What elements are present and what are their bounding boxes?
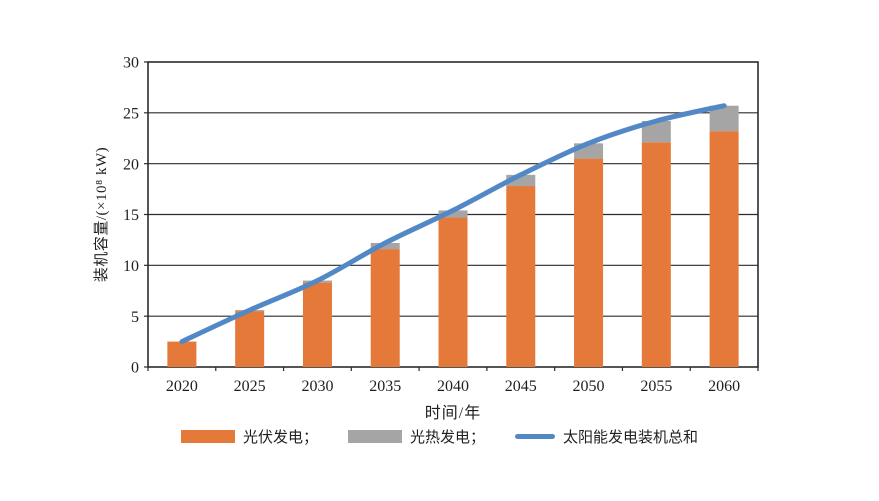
y-tick-label: 15	[123, 207, 139, 224]
legend-label-pv: 光伏发电；	[242, 430, 318, 446]
y-tick-label: 5	[131, 309, 139, 326]
x-category-label: 2030	[301, 378, 333, 395]
bar-pv	[506, 186, 536, 367]
y-axis-title: 装机容量/(×10⁸ kW)	[94, 146, 111, 283]
x-category-label: 2050	[573, 378, 605, 395]
bar-pv	[641, 142, 671, 367]
legend-label-total: 太阳能发电装机总和	[563, 430, 699, 446]
x-category-label: 2045	[505, 378, 537, 395]
y-tick-label: 25	[123, 105, 139, 122]
bar-pv	[167, 341, 197, 367]
total-line-swatch-icon	[515, 434, 555, 439]
x-category-label: 2025	[234, 378, 266, 395]
bar-pv	[302, 282, 332, 367]
x-category-label: 2040	[437, 378, 469, 395]
y-axis-title-box: 装机容量/(×10⁸ kW)	[84, 62, 118, 367]
y-tick-label: 30	[123, 55, 139, 72]
chart-legend: 光伏发电； 光热发电； 太阳能发电装机总和	[0, 426, 879, 447]
legend-item-total: 太阳能发电装机总和	[515, 426, 698, 447]
bar-pv	[709, 131, 739, 367]
total-line	[179, 103, 727, 345]
bar-csp	[506, 174, 536, 187]
legend-item-pv: 光伏发电；	[180, 426, 318, 447]
y-tick-label: 10	[123, 258, 139, 275]
x-category-label: 2055	[640, 378, 672, 395]
bar-pv	[574, 158, 604, 367]
pv-bar-swatch-icon	[180, 430, 235, 443]
y-tick-label: 20	[123, 156, 139, 173]
bar-csp	[438, 210, 468, 218]
y-tick-label: 0	[131, 360, 139, 377]
x-category-label: 2035	[369, 378, 401, 395]
bar-csp	[641, 120, 671, 143]
csp-bar-swatch-icon	[347, 430, 402, 443]
bar-csp	[370, 242, 400, 250]
x-axis-title: 时间/年	[424, 405, 482, 422]
bar-pv	[438, 217, 468, 367]
legend-item-csp: 光热发电；	[347, 426, 485, 447]
x-category-label: 2060	[708, 378, 740, 395]
bar-pv	[370, 249, 400, 367]
x-category-label: 2020	[166, 378, 198, 395]
bar-pv	[235, 311, 265, 367]
legend-label-csp: 光热发电；	[409, 430, 485, 446]
